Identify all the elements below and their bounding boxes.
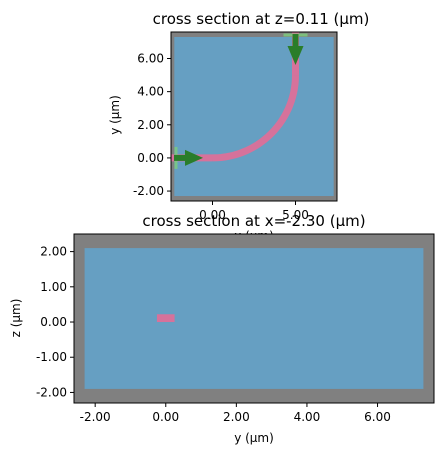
bottom-y-axis-label: z (μm) bbox=[9, 299, 23, 338]
top-subplot: cross section at z=0.11 (μm) 0.00 5.00 -2… bbox=[108, 10, 369, 243]
top-output-source-arrowhead bbox=[287, 46, 304, 65]
top-waveguide-bend bbox=[212, 74, 299, 162]
bottom-x-tick-label: 4.00 bbox=[294, 410, 321, 424]
top-y-axis-label: y (μm) bbox=[108, 95, 122, 135]
top-x-tick-label: 5.00 bbox=[282, 208, 309, 222]
bottom-x-tick-label: 0.00 bbox=[152, 410, 179, 424]
bottom-waveguide-section bbox=[156, 314, 175, 323]
bottom-y-tick-label: 2.00 bbox=[40, 245, 67, 259]
top-y-tick-label: 4.00 bbox=[137, 85, 164, 99]
top-sources bbox=[174, 33, 308, 169]
bottom-axes-frame bbox=[73, 233, 435, 404]
bottom-x-tick-label: -2.00 bbox=[80, 410, 111, 424]
bottom-title: cross section at x=-2.30 (μm) bbox=[142, 212, 365, 230]
bottom-y-tick-label: -1.00 bbox=[36, 350, 67, 364]
bottom-simulation-region bbox=[84, 248, 424, 389]
bottom-subplot: cross section at x=-2.30 (μm) -2.00 0.00 2… bbox=[9, 212, 435, 445]
top-simulation-region bbox=[174, 36, 334, 197]
top-y-tick-label: 2.00 bbox=[137, 118, 164, 132]
bottom-y-ticks: -2.00 -1.00 0.00 1.00 2.00 bbox=[36, 245, 74, 399]
top-input-source-arrowhead bbox=[185, 149, 203, 166]
top-axes-frame bbox=[170, 31, 338, 202]
top-y-tick-label: 0.00 bbox=[137, 151, 164, 165]
bottom-y-tick-label: 0.00 bbox=[40, 315, 67, 329]
top-y-tick-label: -2.00 bbox=[133, 184, 164, 198]
bottom-x-tick-label: 6.00 bbox=[364, 410, 391, 424]
top-x-tick-label: 0.00 bbox=[199, 208, 226, 222]
bottom-y-tick-label: 1.00 bbox=[40, 280, 67, 294]
bottom-x-tick-label: 2.00 bbox=[223, 410, 250, 424]
bottom-x-ticks: -2.00 0.00 2.00 4.00 6.00 bbox=[80, 403, 391, 424]
top-y-ticks: -2.00 0.00 2.00 4.00 6.00 bbox=[133, 52, 171, 198]
top-y-tick-label: 6.00 bbox=[137, 52, 164, 66]
top-title: cross section at z=0.11 (μm) bbox=[153, 10, 370, 28]
bottom-y-tick-label: -2.00 bbox=[36, 385, 67, 399]
bottom-x-axis-label: y (μm) bbox=[234, 431, 274, 445]
top-input-source-shaft bbox=[174, 154, 187, 161]
top-x-ticks: 0.00 5.00 bbox=[199, 201, 309, 222]
top-output-source-shaft bbox=[292, 34, 299, 48]
